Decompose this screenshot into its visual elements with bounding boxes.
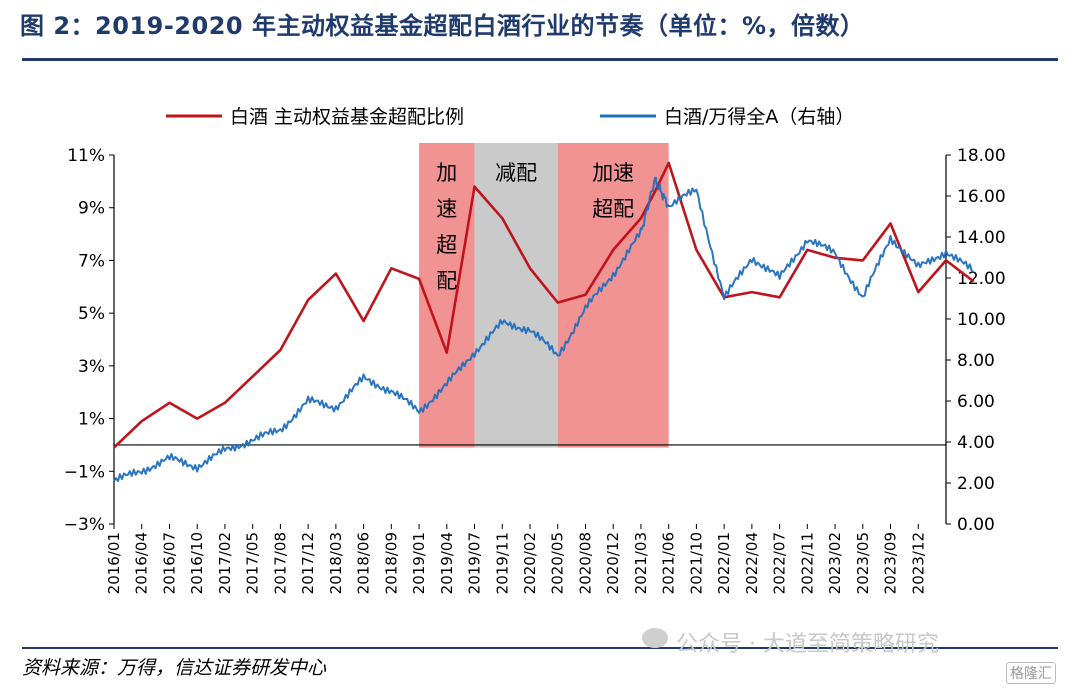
x-tick-label-21: 2021/10 bbox=[687, 532, 705, 594]
phase-label-2-0: 加速 bbox=[592, 161, 634, 185]
x-tick-label-23: 2022/04 bbox=[743, 532, 761, 594]
right-tick-label-8: 2.00 bbox=[957, 474, 995, 494]
left-tick-label-3: 5% bbox=[78, 304, 105, 324]
x-tick-label-3: 2016/10 bbox=[188, 532, 206, 594]
right-tick-label-3: 12.00 bbox=[957, 269, 1006, 289]
x-tick-label-18: 2020/12 bbox=[604, 532, 622, 594]
right-tick-label-7: 4.00 bbox=[957, 433, 995, 453]
phase-label-0-0: 加 bbox=[436, 161, 457, 185]
series-line-0 bbox=[113, 161, 975, 449]
x-tick-label-9: 2018/06 bbox=[355, 532, 373, 594]
corner-logo: 格隆汇 bbox=[1006, 662, 1056, 684]
phase-label-1-0: 减配 bbox=[495, 161, 537, 185]
x-tick-label-5: 2017/05 bbox=[244, 532, 262, 594]
x-tick-label-19: 2021/03 bbox=[632, 532, 650, 594]
left-tick-label-4: 3% bbox=[78, 357, 105, 377]
x-tick-label-20: 2021/06 bbox=[660, 532, 678, 594]
right-tick-label-6: 6.00 bbox=[957, 392, 995, 412]
phase-band-0 bbox=[419, 143, 475, 448]
phase-label-0-2: 超 bbox=[436, 233, 457, 257]
right-tick-label-1: 16.00 bbox=[957, 187, 1006, 207]
x-tick-label-14: 2019/11 bbox=[493, 532, 511, 594]
phase-band-1 bbox=[474, 143, 558, 448]
source-note: 资料来源：万得，信达证券研发中心 bbox=[22, 657, 327, 679]
phase-label-2-1: 超配 bbox=[592, 197, 634, 221]
phase-label-0-3: 配 bbox=[436, 269, 457, 293]
legend-label-1: 白酒/万得全A（右轴） bbox=[664, 106, 854, 128]
right-tick-label-9: 0.00 bbox=[957, 515, 995, 535]
x-tick-label-28: 2023/09 bbox=[882, 532, 900, 594]
x-tick-label-0: 2016/01 bbox=[105, 532, 123, 594]
x-tick-label-29: 2023/12 bbox=[909, 532, 927, 594]
x-tick-label-10: 2018/09 bbox=[382, 532, 400, 594]
legend-label-0: 白酒 主动权益基金超配比例 bbox=[230, 106, 464, 128]
series-line-1 bbox=[113, 176, 975, 482]
legend: 白酒 主动权益基金超配比例 白酒/万得全A（右轴） bbox=[166, 106, 854, 128]
right-tick-label-4: 10.00 bbox=[957, 310, 1006, 330]
x-tick-label-24: 2022/07 bbox=[771, 532, 789, 594]
phase-label-0-1: 速 bbox=[436, 197, 457, 221]
left-tick-label-5: 1% bbox=[78, 410, 105, 430]
left-tick-label-0: 11% bbox=[67, 146, 105, 166]
left-tick-label-2: 7% bbox=[78, 251, 105, 271]
right-tick-label-5: 8.00 bbox=[957, 351, 995, 371]
left-tick-label-6: −1% bbox=[64, 462, 105, 482]
right-tick-label-0: 18.00 bbox=[957, 146, 1006, 166]
footer-rule bbox=[22, 647, 1058, 649]
x-tick-label-12: 2019/04 bbox=[438, 532, 456, 594]
series-layer bbox=[113, 161, 975, 482]
x-tick-label-6: 2017/08 bbox=[271, 532, 289, 594]
phase-band-2 bbox=[557, 143, 669, 448]
title-rule bbox=[22, 58, 1058, 61]
x-tick-label-22: 2022/01 bbox=[715, 532, 733, 594]
x-tick-label-16: 2020/05 bbox=[549, 532, 567, 594]
x-tick-label-25: 2022/11 bbox=[798, 532, 816, 594]
right-tick-label-2: 14.00 bbox=[957, 228, 1006, 248]
chart-title: 图 2：2019-2020 年主动权益基金超配白酒行业的节奏（单位：%，倍数） bbox=[20, 12, 865, 40]
x-tick-label-7: 2017/12 bbox=[299, 532, 317, 594]
watermark-text: 公众号 · 大道至简策略研究 bbox=[676, 632, 939, 657]
axes-layer: 11% 9% 7% 5% 3% 1% −1% −3% 18.00 16.00 14.00 12.00 1… bbox=[64, 146, 1006, 594]
x-tick-label-27: 2023/05 bbox=[854, 532, 872, 594]
x-tick-label-15: 2020/02 bbox=[521, 532, 539, 594]
x-tick-label-2: 2016/07 bbox=[160, 532, 178, 594]
x-tick-label-4: 2017/02 bbox=[216, 532, 234, 594]
left-tick-label-1: 9% bbox=[78, 199, 105, 219]
x-tick-label-17: 2020/08 bbox=[576, 532, 594, 594]
left-tick-label-7: −3% bbox=[64, 515, 105, 535]
x-tick-label-13: 2019/07 bbox=[466, 532, 484, 594]
wechat-icon bbox=[642, 628, 668, 648]
x-tick-label-26: 2023/02 bbox=[826, 532, 844, 594]
x-tick-label-1: 2016/04 bbox=[133, 532, 151, 594]
x-tick-label-11: 2019/01 bbox=[410, 532, 428, 594]
x-tick-label-8: 2018/03 bbox=[327, 532, 345, 594]
